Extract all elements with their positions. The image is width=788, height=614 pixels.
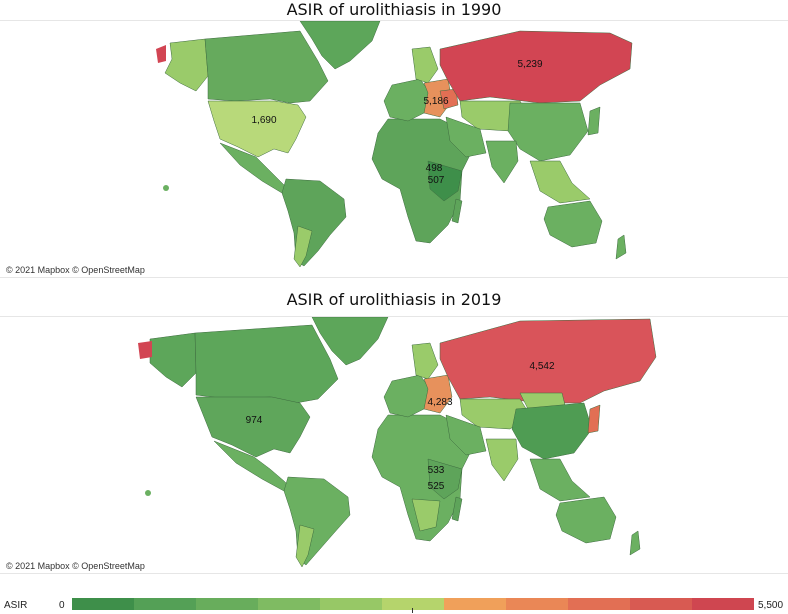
land-india: [485, 438, 519, 482]
land-western-europe: [383, 78, 431, 122]
land-southeast-asia: [529, 458, 591, 502]
value-label-east-africa-south-1990: 507: [428, 175, 445, 186]
land-hawaii: [163, 185, 169, 191]
legend-swatch: [692, 598, 754, 610]
land-australia: [543, 200, 603, 248]
legend-swatch: [444, 598, 506, 610]
map-panel-1990[interactable]: 5,239 5,186 1,690 498 507 © 2021 Mapbox …: [0, 20, 788, 278]
world-map-2019: 4,542 4,283 974 533 525: [138, 317, 657, 568]
land-greenland: [311, 317, 389, 366]
legend-swatch: [196, 598, 258, 610]
land-canada: [204, 30, 329, 104]
land-middle-east: [445, 116, 487, 158]
land-australia: [555, 496, 617, 544]
land-usa-1990: [207, 100, 307, 158]
value-label-us-2019: 974: [246, 415, 263, 426]
land-southern-africa: [411, 498, 441, 532]
land-russia-2019: [439, 318, 657, 404]
land-east-africa: [427, 458, 463, 500]
land-hawaii: [145, 490, 151, 496]
land-china: [507, 102, 589, 162]
land-madagascar: [451, 496, 463, 522]
legend-swatch: [506, 598, 568, 610]
legend-swatch: [72, 598, 134, 610]
value-label-east-africa-south-2019: 525: [428, 481, 445, 492]
land-argentina: [293, 225, 313, 268]
land-chukotka: [138, 341, 152, 359]
land-greenland: [299, 21, 381, 70]
value-label-eastern-europe-1990: 5,186: [423, 96, 448, 107]
map-panel-2019[interactable]: 4,542 4,283 974 533 525 © 2021 Mapbox © …: [0, 316, 788, 574]
land-western-europe: [383, 374, 431, 418]
value-label-east-africa-north-1990: 498: [426, 163, 443, 174]
land-india: [485, 140, 519, 184]
land-china: [511, 402, 593, 460]
value-label-eastern-europe-2019: 4,283: [427, 397, 452, 408]
land-south-america: [281, 178, 347, 267]
land-japan: [587, 106, 601, 136]
land-chukotka: [156, 45, 166, 63]
map-attribution-2019: © 2021 Mapbox © OpenStreetMap: [6, 561, 145, 571]
land-alaska: [149, 332, 197, 388]
land-south-america: [283, 476, 351, 566]
legend-min-value: 0: [59, 600, 65, 611]
land-ukraine: [439, 88, 459, 110]
map-attribution-1990: © 2021 Mapbox © OpenStreetMap: [6, 265, 145, 275]
land-argentina: [295, 524, 315, 568]
legend-color-ramp: [72, 598, 754, 610]
land-east-africa: [427, 160, 463, 202]
legend-mid-tick: [412, 608, 413, 613]
land-canada: [194, 324, 339, 404]
legend-title: ASIR: [4, 600, 28, 611]
land-new-zealand: [615, 234, 627, 260]
legend-swatch: [258, 598, 320, 610]
land-russia-1990: [439, 30, 633, 104]
legend-swatch: [568, 598, 630, 610]
land-madagascar: [451, 198, 463, 224]
land-alaska: [164, 38, 209, 92]
land-central-asia: [459, 398, 531, 430]
land-middle-east: [445, 414, 487, 456]
map-title-1990: ASIR of urolithiasis in 1990: [286, 0, 502, 19]
value-label-russia-1990: 5,239: [517, 59, 542, 70]
legend-swatch: [134, 598, 196, 610]
land-usa-2019: [195, 396, 311, 458]
map-title-2019: ASIR of urolithiasis in 2019: [286, 290, 502, 309]
land-japan: [587, 404, 601, 434]
world-map-1990: 5,239 5,186 1,690 498 507: [156, 21, 633, 268]
land-scandinavia: [411, 46, 439, 84]
land-new-zealand: [629, 530, 641, 556]
legend-swatch: [382, 598, 444, 610]
land-southeast-asia: [529, 160, 591, 204]
color-legend: ASIR 0 5,500: [0, 594, 788, 614]
value-label-east-africa-north-2019: 533: [428, 465, 445, 476]
value-label-us-1990: 1,690: [251, 115, 276, 126]
legend-swatch: [320, 598, 382, 610]
legend-max-value: 5,500: [758, 600, 784, 611]
land-scandinavia: [411, 342, 439, 380]
legend-swatch: [630, 598, 692, 610]
value-label-russia-2019: 4,542: [529, 361, 554, 372]
